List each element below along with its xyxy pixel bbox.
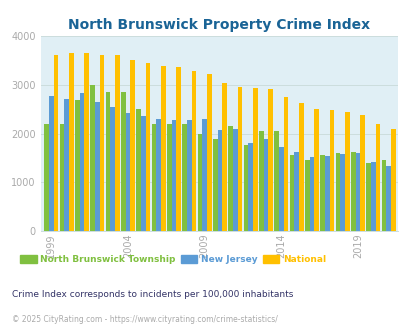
Bar [145,63,150,231]
Bar [289,154,294,231]
Bar [294,152,298,231]
Bar [258,131,263,231]
Bar [115,55,119,231]
Bar [49,96,53,231]
Bar [274,131,278,231]
Bar [248,144,252,231]
Bar [191,71,196,231]
Bar [243,145,248,231]
Bar [232,129,237,231]
Bar [69,53,73,231]
Bar [141,115,145,231]
Bar [60,124,64,231]
Bar [167,124,171,231]
Bar [320,154,324,231]
Bar [350,152,355,231]
Bar [283,97,288,231]
Bar [126,113,130,231]
Bar [370,162,375,231]
Bar [359,115,364,231]
Bar [252,88,257,231]
Bar [366,163,370,231]
Bar [375,124,379,231]
Bar [171,120,176,231]
Bar [130,60,134,231]
Bar [263,139,268,231]
Bar [106,92,110,231]
Bar [90,85,95,231]
Bar [176,67,181,231]
Bar [313,109,318,231]
Bar [344,112,349,231]
Bar [84,53,89,231]
Bar [110,107,115,231]
Bar [228,126,232,231]
Bar [121,92,126,231]
Bar [207,74,211,231]
Bar [44,124,49,231]
Bar [197,134,202,231]
Bar [156,118,160,231]
Bar [278,147,283,231]
Bar [268,89,272,231]
Bar [53,55,58,231]
Bar [386,166,390,231]
Bar [95,102,99,231]
Bar [202,119,207,231]
Bar [160,66,165,231]
Bar [217,130,222,231]
Bar [381,160,386,231]
Bar [339,154,344,231]
Bar [305,160,309,231]
Bar [79,93,84,231]
Bar [237,87,242,231]
Bar [182,124,187,231]
Bar [151,124,156,231]
Bar [329,110,333,231]
Bar [335,153,339,231]
Text: Crime Index corresponds to incidents per 100,000 inhabitants: Crime Index corresponds to incidents per… [12,290,293,299]
Bar [213,140,217,231]
Legend: North Brunswick Township, New Jersey, National: North Brunswick Township, New Jersey, Na… [17,251,328,268]
Bar [222,82,226,231]
Bar [75,100,79,231]
Bar [136,109,141,231]
Bar [355,153,359,231]
Bar [99,55,104,231]
Text: © 2025 CityRating.com - https://www.cityrating.com/crime-statistics/: © 2025 CityRating.com - https://www.city… [12,315,277,324]
Bar [64,99,69,231]
Bar [187,120,191,231]
Title: North Brunswick Property Crime Index: North Brunswick Property Crime Index [68,18,369,32]
Bar [390,129,394,231]
Bar [298,104,303,231]
Bar [324,155,329,231]
Bar [309,156,313,231]
